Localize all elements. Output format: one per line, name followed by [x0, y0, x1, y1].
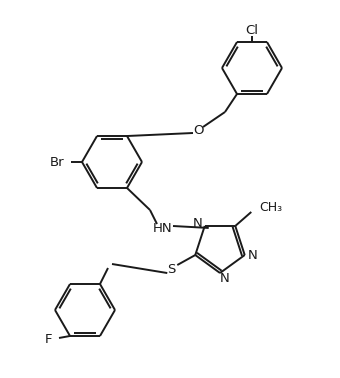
Text: N: N — [220, 273, 230, 285]
Text: S: S — [167, 263, 175, 276]
Text: Cl: Cl — [245, 23, 258, 37]
Text: N: N — [248, 248, 258, 262]
Text: F: F — [45, 333, 52, 347]
Text: CH₃: CH₃ — [259, 201, 283, 214]
Text: Br: Br — [49, 155, 64, 169]
Text: O: O — [193, 124, 203, 136]
Text: N: N — [193, 217, 203, 231]
Text: HN: HN — [153, 222, 173, 234]
